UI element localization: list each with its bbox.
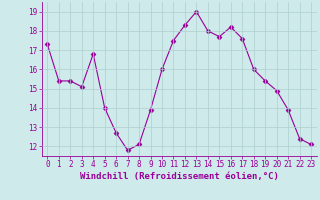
X-axis label: Windchill (Refroidissement éolien,°C): Windchill (Refroidissement éolien,°C) — [80, 172, 279, 181]
